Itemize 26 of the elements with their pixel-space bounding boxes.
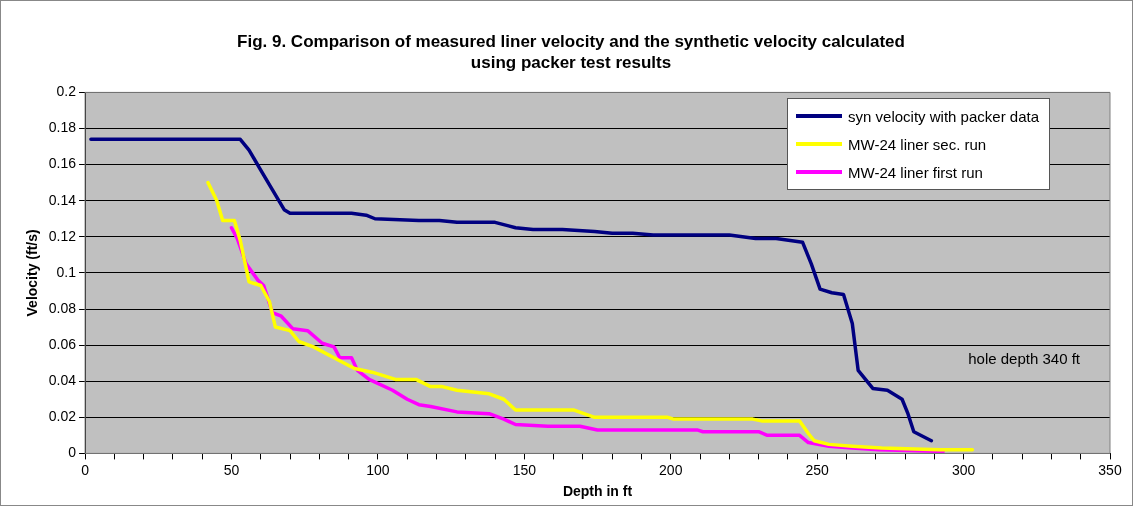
legend-label: MW-24 liner sec. run xyxy=(848,135,987,153)
y-tick-label: 0 xyxy=(68,444,77,461)
legend-label: syn velocity with packer data xyxy=(848,107,1039,125)
y-tick-label: 0.08 xyxy=(48,299,77,316)
y-tick-label: 0.12 xyxy=(48,227,77,244)
x-tick-label: 250 xyxy=(805,461,830,478)
y-tick-label: 0.2 xyxy=(56,83,77,100)
x-tick-label: 150 xyxy=(512,461,537,478)
y-tick-label: 0.14 xyxy=(48,191,77,208)
x-tick-label: 300 xyxy=(951,461,976,478)
x-tick-label: 0 xyxy=(81,461,90,478)
y-tick-label: 0.1 xyxy=(56,263,77,280)
y-tick-label: 0.02 xyxy=(48,408,77,425)
x-tick-label: 100 xyxy=(366,461,390,478)
y-tick-label: 0.18 xyxy=(48,119,77,136)
y-tick-label: 0.04 xyxy=(48,372,77,389)
y-tick-label: 0.06 xyxy=(48,335,77,352)
annotation: hole depth 340 ft xyxy=(968,349,1081,367)
x-tick-label: 50 xyxy=(223,461,240,478)
x-tick-label: 350 xyxy=(1098,461,1122,478)
legend-label: MW-24 liner first run xyxy=(848,163,983,181)
chart-title: Fig. 9. Comparison of measured liner velocity and the synthetic velocity calculated using packer test results xyxy=(236,31,906,73)
x-axis-title: Depth in ft xyxy=(562,483,633,500)
x-tick-label: 200 xyxy=(659,461,683,478)
y-tick-label: 0.16 xyxy=(48,155,77,172)
y-axis-title: Velocity (ft/s) xyxy=(24,229,41,317)
